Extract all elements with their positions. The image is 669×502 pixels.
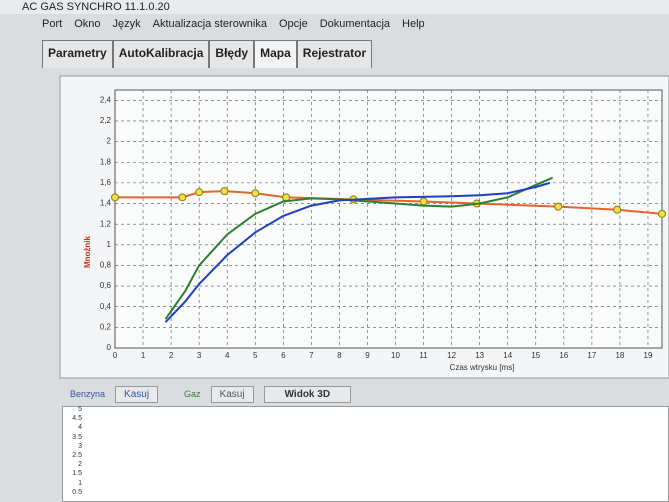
y-tick-label: 0	[107, 343, 112, 352]
menu-item[interactable]: Język	[112, 18, 141, 30]
point-marker	[178, 193, 187, 202]
y-tick-label: 0,4	[100, 302, 112, 311]
y-tick-label: 4	[78, 424, 82, 432]
x-tick-label: 7	[309, 351, 314, 360]
y-tick-label: 3.5	[72, 433, 82, 441]
menu-item[interactable]: Port	[42, 18, 63, 30]
y-tick-label: 1,4	[100, 199, 112, 208]
title-bar: AC GAS SYNCHRO 11.1.0.20	[0, 0, 669, 14]
menu-item[interactable]: Okno	[74, 18, 101, 30]
x-tick-label: 11	[419, 351, 428, 360]
x-tick-label: 17	[587, 351, 596, 360]
y-tick-label: 1,6	[100, 178, 112, 187]
button[interactable]: Widok 3D	[263, 385, 352, 403]
y-tick-label: 2.5	[72, 451, 82, 459]
y-tick-label: 1,2	[100, 219, 112, 228]
y-tick-label: 1	[78, 479, 82, 487]
x-tick-label: 8	[337, 351, 342, 360]
point-marker	[419, 197, 428, 206]
button[interactable]: Kasuj	[115, 385, 159, 403]
tab[interactable]: Rejestrator	[296, 40, 373, 68]
y-tick-label: 2,2	[100, 116, 112, 125]
lower-panel	[62, 406, 669, 502]
y-tick-label: 0,8	[100, 261, 112, 270]
x-tick-label: 5	[253, 351, 258, 360]
x-tick-label: 15	[531, 351, 540, 360]
x-tick-label: 0	[113, 351, 118, 360]
x-tick-label: 18	[615, 351, 624, 360]
control-row: Benzyna Kasuj Gaz Kasuj Widok 3D	[0, 384, 669, 404]
y-tick-label: 2,4	[100, 95, 112, 104]
point-marker	[111, 193, 119, 202]
chart: Mnożnik Czas wtrysku [ms] 0 0,2 0,4 0,6 0,8 1…	[59, 75, 669, 379]
label: Benzyna	[70, 389, 106, 399]
x-axis-label: Czas wtrysku [ms]	[450, 363, 515, 372]
x-tick-label: 13	[475, 351, 484, 360]
y-tick-label: 0.5	[72, 488, 82, 496]
y-tick-label: 1	[107, 240, 112, 249]
window-title: AC GAS SYNCHRO 11.1.0.20	[22, 1, 170, 13]
menu-item[interactable]: Opcje	[278, 18, 308, 30]
x-tick-label: 12	[447, 351, 456, 360]
menu-item[interactable]: Dokumentacja	[319, 18, 391, 30]
y-tick-label: 0,6	[100, 281, 112, 290]
y-axis-label: Mnożnik	[83, 235, 92, 268]
x-tick-label: 1	[141, 351, 146, 360]
button[interactable]: Kasuj	[210, 385, 254, 403]
y-tick-label: 4.5	[72, 415, 82, 423]
x-tick-label: 16	[559, 351, 568, 360]
tab-bar: Parametry AutoKalibracja Błędy Mapa Rejestra…	[0, 40, 669, 68]
menu-item[interactable]: Help	[402, 18, 425, 30]
tab[interactable]: AutoKalibracja	[112, 40, 210, 68]
series-line	[164, 181, 551, 323]
menu-item[interactable]: Aktualizacja sterownika	[152, 18, 267, 30]
y-tick-label: 1,8	[100, 157, 112, 166]
lower-ticks: 5 4.5 4 3.5 3 2.5 2 1.5 1 0.5	[62, 406, 82, 498]
menu-bar: Port Okno Język Aktualizacja sterownika Opcj…	[0, 16, 669, 32]
y-tick-label: 1.5	[72, 470, 82, 478]
point-marker	[613, 205, 622, 214]
x-tick-label: 9	[365, 351, 370, 360]
x-tick-label: 10	[391, 351, 400, 360]
point-marker	[220, 187, 229, 196]
x-tick-label: 3	[197, 351, 202, 360]
point-marker	[195, 188, 204, 197]
point-marker	[658, 209, 666, 218]
y-tick-label: 2	[107, 137, 112, 146]
point-marker	[282, 193, 291, 202]
tab[interactable]: Mapa	[254, 40, 297, 68]
x-tick-label: 4	[225, 351, 230, 360]
x-tick-label: 19	[644, 351, 653, 360]
point-marker	[251, 189, 260, 198]
x-tick-label: 6	[281, 351, 286, 360]
x-tick-label: 2	[169, 351, 174, 360]
tab[interactable]: Błędy	[209, 40, 255, 68]
point-marker	[554, 202, 563, 211]
y-tick-label: 5	[78, 406, 82, 413]
label: Gaz	[184, 389, 201, 399]
series-line	[164, 176, 553, 320]
y-tick-label: 2	[78, 461, 82, 469]
plot-area	[114, 89, 663, 349]
x-tick-label: 14	[503, 351, 512, 360]
y-tick-label: 3	[78, 442, 82, 450]
tab[interactable]: Parametry	[42, 40, 113, 68]
y-tick-label: 0,2	[100, 322, 112, 331]
